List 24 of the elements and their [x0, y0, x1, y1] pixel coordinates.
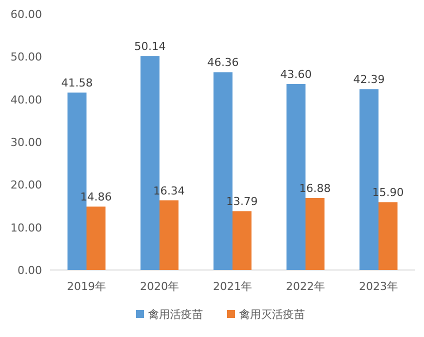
bar — [160, 200, 178, 270]
y-tick-label: 0.00 — [18, 264, 42, 277]
y-tick-label: 10.00 — [10, 221, 42, 234]
y-tick-label: 40.00 — [10, 93, 42, 106]
data-label: 50.14 — [134, 40, 166, 54]
data-label: 46.36 — [207, 56, 239, 70]
y-tick-label: 30.00 — [10, 136, 42, 149]
x-tick-label: 2020年 — [140, 280, 179, 293]
bar — [232, 211, 252, 270]
x-tick-label: 2021年 — [213, 280, 252, 293]
legend-label: 禽用灭活疫苗 — [239, 308, 305, 321]
data-label: 42.39 — [353, 73, 385, 86]
y-tick-label: 60.00 — [10, 8, 42, 21]
bar — [86, 206, 106, 270]
x-tick-label: 2019年 — [67, 280, 106, 293]
y-tick-label: 20.00 — [10, 178, 42, 192]
x-tick-label: 2023年 — [359, 280, 398, 293]
y-tick-label: 50.00 — [10, 50, 42, 64]
legend-label: 禽用活疫苗 — [148, 308, 203, 321]
bar — [306, 198, 324, 270]
data-label: 41.58 — [61, 76, 93, 90]
bar — [378, 202, 398, 270]
data-label: 43.60 — [280, 68, 312, 81]
x-tick-label: 2022年 — [286, 280, 325, 293]
